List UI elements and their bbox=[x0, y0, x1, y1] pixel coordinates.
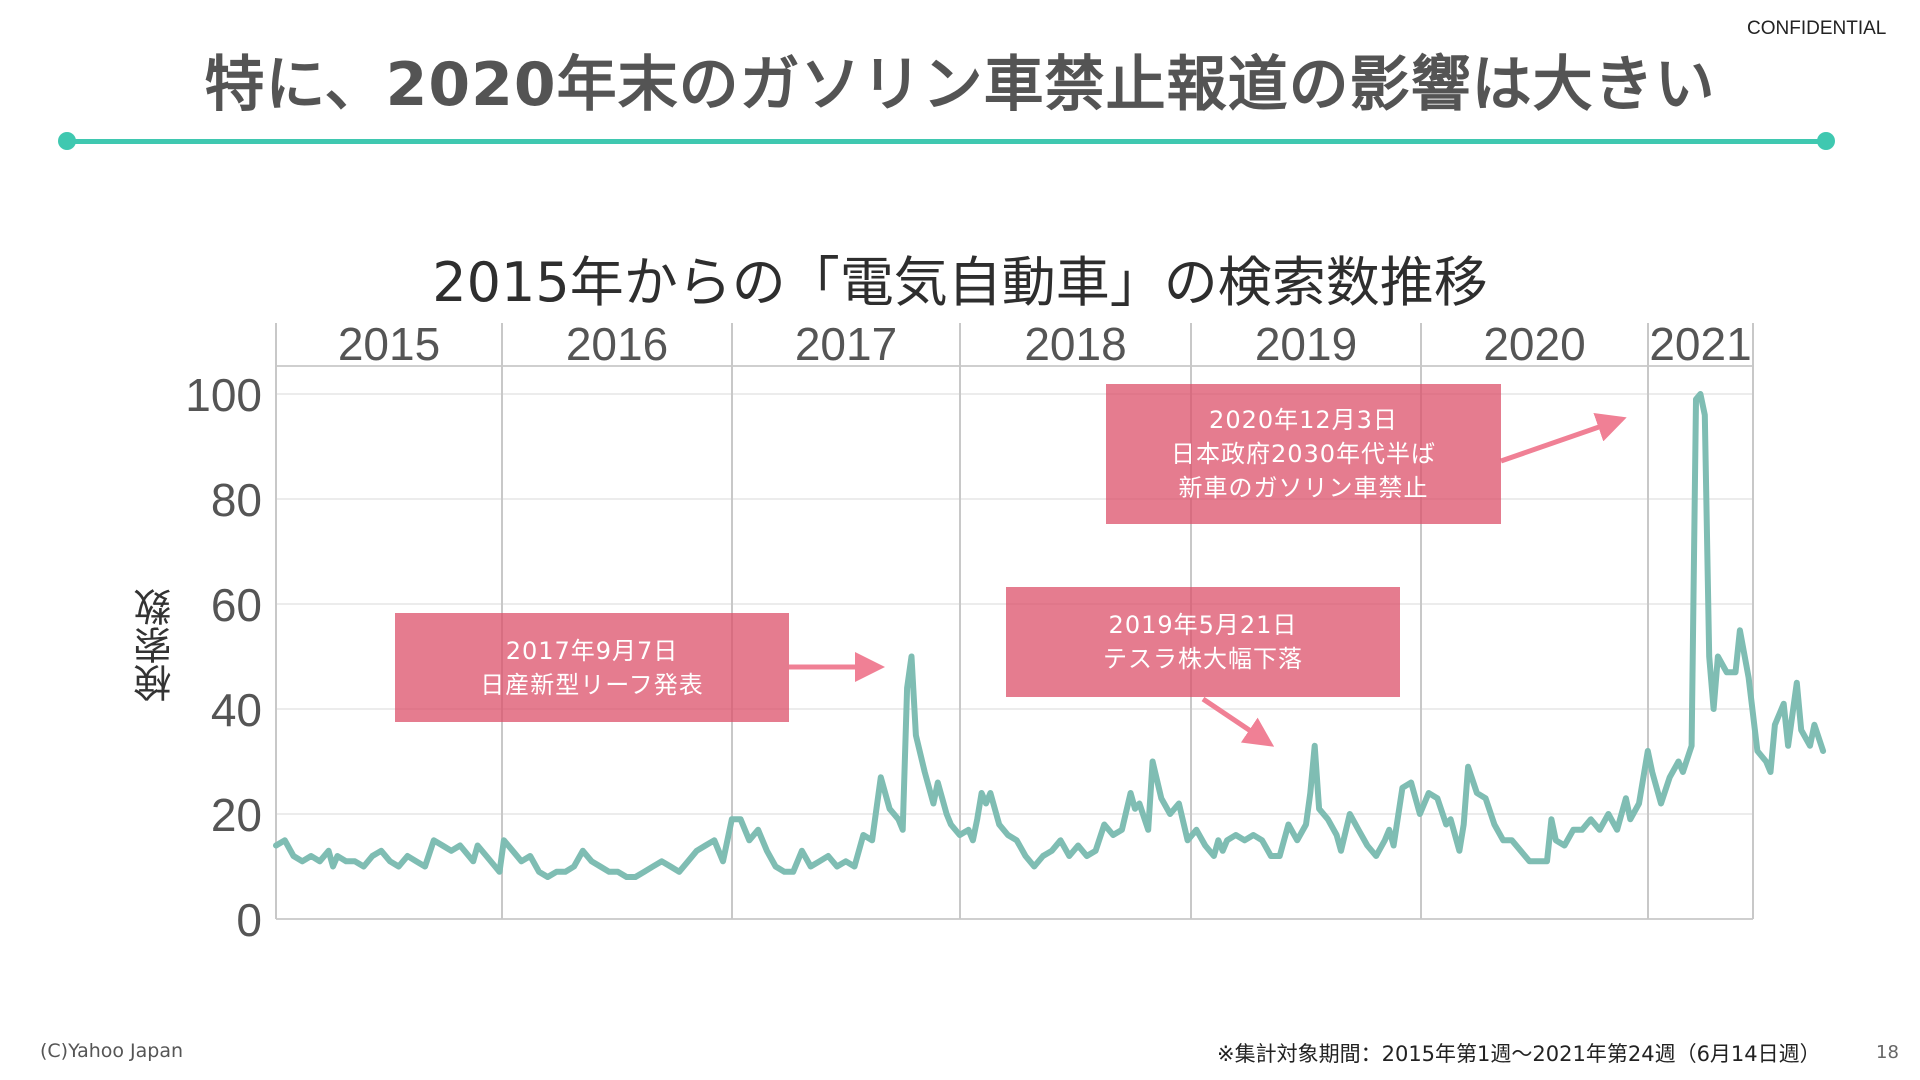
divider-left-dot bbox=[58, 132, 76, 150]
year-panel-label: 2021 bbox=[1649, 318, 1751, 370]
chart-title: 2015年からの「電気自動車」の検索数推移 bbox=[432, 251, 1488, 314]
annotation-date: 2019年5月21日 bbox=[1108, 611, 1298, 639]
annotation-text-2: 新車のガソリン車禁止 bbox=[1178, 474, 1429, 502]
year-panel-label: 2015 bbox=[338, 318, 440, 370]
y-tick-label: 80 bbox=[211, 474, 262, 526]
year-panel-label: 2019 bbox=[1255, 318, 1357, 370]
year-panel-label: 2017 bbox=[795, 318, 897, 370]
annotation-2017: 2017年9月7日 日産新型リーフ発表 bbox=[395, 613, 789, 722]
annotation-2020: 2020年12月3日 日本政府2030年代半ば 新車のガソリン車禁止 bbox=[1106, 384, 1501, 524]
year-panel-label: 2016 bbox=[566, 318, 668, 370]
annotation-date: 2017年9月7日 bbox=[505, 636, 679, 665]
confidential-label: CONFIDENTIAL bbox=[1747, 18, 1887, 39]
annotation-text: テスラ株大幅下落 bbox=[1103, 645, 1303, 673]
y-tick-label: 100 bbox=[185, 369, 262, 421]
y-tick-label: 40 bbox=[211, 684, 262, 736]
period-note: ※集計対象期間：2015年第1週～2021年第24週（6月14日週） bbox=[1217, 1042, 1821, 1066]
annotation-2019: 2019年5月21日 テスラ株大幅下落 bbox=[1006, 587, 1400, 697]
page-number: 18 bbox=[1876, 1042, 1899, 1063]
divider-right-dot bbox=[1817, 132, 1835, 150]
arrow-2019 bbox=[1201, 696, 1275, 747]
arrow-2020 bbox=[1500, 413, 1627, 464]
series-line bbox=[273, 391, 1827, 880]
annotation-text: 日本政府2030年代半ば bbox=[1170, 440, 1437, 468]
year-panel-label: 2018 bbox=[1024, 318, 1126, 370]
title-divider bbox=[67, 139, 1826, 144]
annotation-text: 日産新型リーフ発表 bbox=[480, 670, 704, 699]
y-axis-title: 検索数 bbox=[134, 588, 178, 702]
slide-title: 特に、2020年末のガソリン車禁止報道の影響は大きい bbox=[204, 50, 1716, 120]
y-tick-label: 20 bbox=[211, 789, 262, 841]
y-tick-label: 0 bbox=[236, 894, 262, 946]
y-tick-label: 60 bbox=[211, 579, 262, 631]
copyright: (C)Yahoo Japan bbox=[40, 1040, 184, 1062]
year-panel-label: 2020 bbox=[1483, 318, 1585, 370]
y-axis-ticks: 0 20 40 60 80 100 bbox=[185, 369, 262, 946]
annotation-arrows bbox=[789, 413, 1627, 747]
annotation-date: 2020年12月3日 bbox=[1209, 406, 1398, 434]
